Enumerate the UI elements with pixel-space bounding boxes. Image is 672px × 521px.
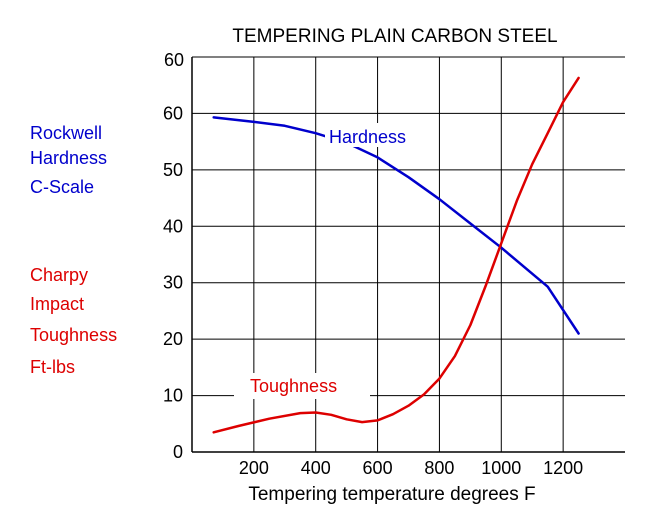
y-tick-label: 20 <box>163 329 183 349</box>
hardness-label-bg <box>325 123 417 147</box>
legend-hardness-line-1: Rockwell <box>30 123 103 143</box>
hardness-annotation: Hardness <box>329 127 406 147</box>
y-tick-label: 50 <box>163 160 183 180</box>
y-tick-label: 60 <box>163 103 183 123</box>
y-tick-label: 0 <box>173 442 183 462</box>
chart-title: TEMPERING PLAIN CARBON STEEL <box>232 26 557 47</box>
y-tick-label: 30 <box>163 273 183 293</box>
series-layer <box>212 76 580 434</box>
toughness-label-bg <box>234 373 370 399</box>
legend-toughness-line-2: Impact <box>30 294 85 314</box>
legend-hardness-line-3: C-Scale <box>30 177 95 197</box>
toughness-series-line <box>212 76 580 434</box>
x-axis-label: Tempering temperature degrees F <box>248 484 535 505</box>
toughness-annotation: Toughness <box>250 376 337 396</box>
y-tick-label: 10 <box>163 386 183 406</box>
legend-toughness-line-1: Charpy <box>30 265 89 285</box>
grid <box>191 56 625 453</box>
legend-hardness-line-2: Hardness <box>30 148 108 168</box>
x-tick-label: 400 <box>301 458 331 478</box>
x-tick-label: 200 <box>239 458 269 478</box>
legend-toughness-line-4: Ft-lbs <box>30 357 75 377</box>
x-tick-label: 1200 <box>543 458 583 478</box>
x-tick-label: 800 <box>424 458 454 478</box>
x-tick-label: 1000 <box>481 458 521 478</box>
x-tick-label: 600 <box>363 458 393 478</box>
hardness-series-line <box>212 116 580 335</box>
legend-toughness-line-3: Toughness <box>30 325 118 345</box>
y-tick-label: 40 <box>163 216 183 236</box>
tick-labels: 200 400 600 800 1000 1200 0 10 20 30 40 50 60 <box>163 103 583 478</box>
y-axis-top-label: 60 <box>164 50 184 70</box>
